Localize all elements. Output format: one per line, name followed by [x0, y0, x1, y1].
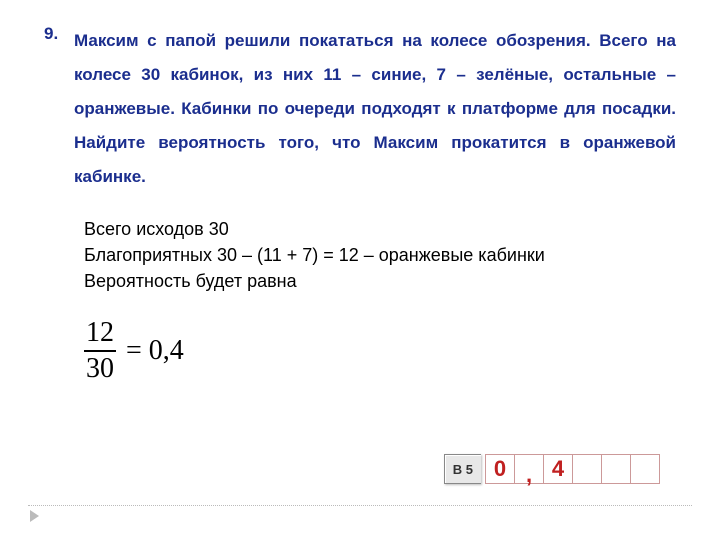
answer-cell-5 [602, 454, 631, 484]
answer-cell-2: , [515, 454, 544, 484]
fraction-denominator: 30 [84, 354, 116, 383]
answer-cell-6 [631, 454, 660, 484]
footer-play-icon [30, 510, 39, 522]
fraction-result: = 0,4 [126, 335, 184, 367]
fraction-bar [84, 350, 116, 352]
fraction: 12 30 [84, 318, 116, 383]
solution-block: Всего исходов 30 Благоприятных 30 – (11 … [84, 216, 676, 294]
footer-divider [28, 505, 692, 506]
answer-cell-1: 0 [485, 454, 515, 484]
solution-line-3: Вероятность будет равна [84, 268, 676, 294]
problem-block: 9. Максим с папой решили покататься на к… [44, 24, 676, 194]
answer-label: В 5 [444, 454, 481, 484]
solution-line-1: Всего исходов 30 [84, 216, 676, 242]
answer-cell-3: 4 [544, 454, 573, 484]
solution-line-2: Благоприятных 30 – (11 + 7) = 12 – оранж… [84, 242, 676, 268]
fraction-equation: 12 30 = 0,4 [84, 318, 676, 383]
problem-text: Максим с папой решили покататься на коле… [74, 24, 676, 194]
problem-number: 9. [44, 24, 74, 44]
fraction-numerator: 12 [84, 318, 116, 347]
answer-comma: , [526, 464, 532, 486]
answer-cell-4 [573, 454, 602, 484]
answer-box: В 5 0 , 4 [444, 454, 660, 484]
